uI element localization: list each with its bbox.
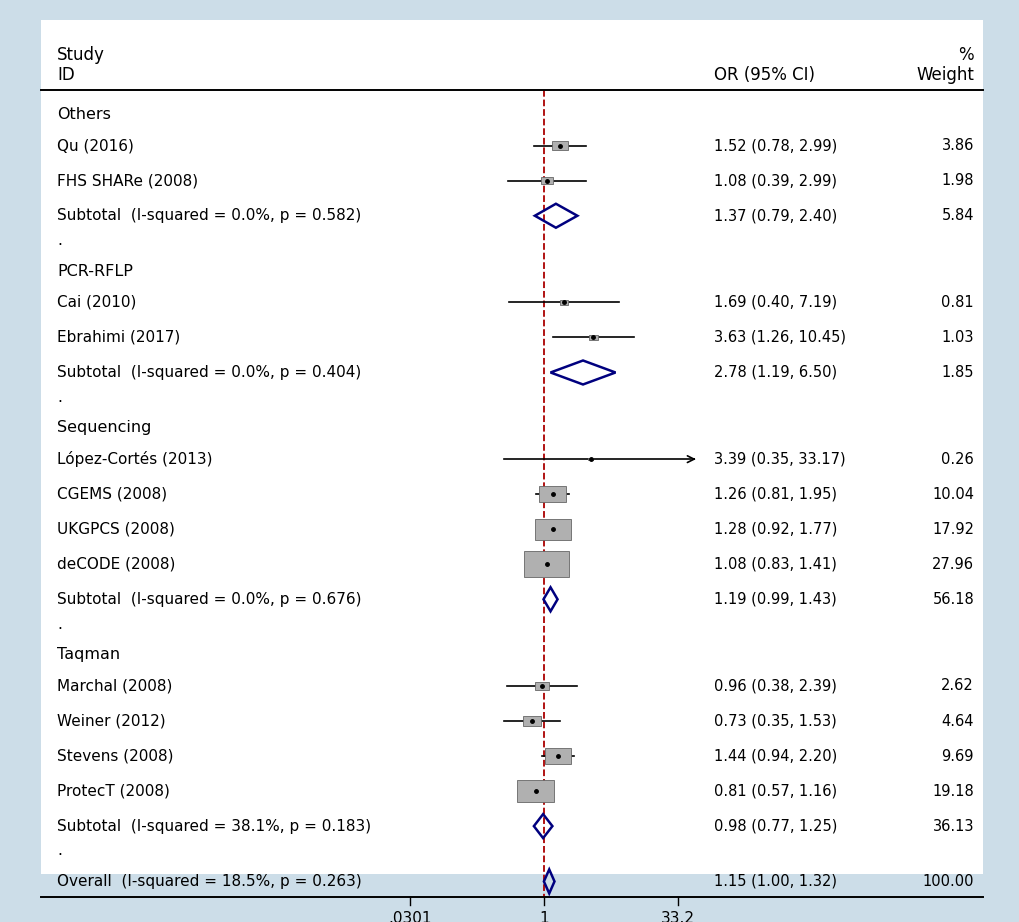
Text: .: .	[57, 390, 62, 405]
Text: 2.62: 2.62	[941, 679, 973, 693]
Text: 100.00: 100.00	[922, 874, 973, 889]
Text: OR (95% CI): OR (95% CI)	[713, 66, 814, 85]
Bar	[588, 335, 597, 340]
Text: Sequencing: Sequencing	[57, 420, 152, 435]
Text: 36.13: 36.13	[931, 819, 973, 833]
Text: 1.19 (0.99, 1.43): 1.19 (0.99, 1.43)	[713, 592, 836, 607]
Text: 1.15 (1.00, 1.32): 1.15 (1.00, 1.32)	[713, 874, 837, 889]
Bar	[544, 749, 571, 763]
Text: Stevens (2008): Stevens (2008)	[57, 749, 173, 763]
Text: 0.96 (0.38, 2.39): 0.96 (0.38, 2.39)	[713, 679, 836, 693]
Text: ID: ID	[57, 66, 74, 85]
Text: Taqman: Taqman	[57, 647, 120, 662]
Text: Others: Others	[57, 107, 111, 122]
Bar	[517, 780, 554, 802]
Bar	[559, 301, 568, 304]
Text: ProtecT (2008): ProtecT (2008)	[57, 784, 170, 798]
Text: 1.08 (0.83, 1.41): 1.08 (0.83, 1.41)	[713, 557, 836, 572]
Text: 1.03: 1.03	[941, 330, 973, 345]
Text: .: .	[57, 844, 62, 858]
Text: Marchal (2008): Marchal (2008)	[57, 679, 172, 693]
Text: Subtotal  (I-squared = 38.1%, p = 0.183): Subtotal (I-squared = 38.1%, p = 0.183)	[57, 819, 371, 833]
Text: deCODE (2008): deCODE (2008)	[57, 557, 175, 572]
Text: 5.84: 5.84	[941, 208, 973, 223]
Text: López-Cortés (2013): López-Cortés (2013)	[57, 451, 212, 467]
Text: UKGPCS (2008): UKGPCS (2008)	[57, 522, 175, 537]
Text: 1.44 (0.94, 2.20): 1.44 (0.94, 2.20)	[713, 749, 837, 763]
Text: .: .	[57, 617, 62, 632]
Text: 9.69: 9.69	[941, 749, 973, 763]
Text: .0301: .0301	[387, 911, 431, 922]
Text: 1.37 (0.79, 2.40): 1.37 (0.79, 2.40)	[713, 208, 837, 223]
Text: 0.73 (0.35, 1.53): 0.73 (0.35, 1.53)	[713, 714, 836, 728]
Text: 0.81 (0.57, 1.16): 0.81 (0.57, 1.16)	[713, 784, 837, 798]
Text: Overall  (I-squared = 18.5%, p = 0.263): Overall (I-squared = 18.5%, p = 0.263)	[57, 874, 362, 889]
Text: Study: Study	[57, 46, 105, 65]
Text: 2.78 (1.19, 6.50): 2.78 (1.19, 6.50)	[713, 365, 837, 380]
Text: 3.86: 3.86	[941, 138, 973, 153]
Text: 3.39 (0.35, 33.17): 3.39 (0.35, 33.17)	[713, 452, 845, 467]
Text: 17.92: 17.92	[931, 522, 973, 537]
Text: Qu (2016): Qu (2016)	[57, 138, 133, 153]
Bar	[524, 551, 569, 577]
Text: 10.04: 10.04	[931, 487, 973, 502]
Text: Cai (2010): Cai (2010)	[57, 295, 137, 310]
Text: 1.26 (0.81, 1.95): 1.26 (0.81, 1.95)	[713, 487, 837, 502]
Bar	[535, 519, 571, 539]
Bar	[535, 682, 548, 690]
Text: Subtotal  (I-squared = 0.0%, p = 0.582): Subtotal (I-squared = 0.0%, p = 0.582)	[57, 208, 361, 223]
Bar	[522, 715, 540, 727]
Text: 19.18: 19.18	[931, 784, 973, 798]
Text: 1.52 (0.78, 2.99): 1.52 (0.78, 2.99)	[713, 138, 837, 153]
Text: Subtotal  (I-squared = 0.0%, p = 0.404): Subtotal (I-squared = 0.0%, p = 0.404)	[57, 365, 361, 380]
Text: 1.28 (0.92, 1.77): 1.28 (0.92, 1.77)	[713, 522, 837, 537]
Text: 33.2: 33.2	[660, 911, 694, 922]
Text: CGEMS (2008): CGEMS (2008)	[57, 487, 167, 502]
Text: .: .	[57, 233, 62, 248]
Text: 0.98 (0.77, 1.25): 0.98 (0.77, 1.25)	[713, 819, 837, 833]
Text: 1.08 (0.39, 2.99): 1.08 (0.39, 2.99)	[713, 173, 837, 188]
Text: 27.96: 27.96	[931, 557, 973, 572]
Bar	[588, 458, 592, 460]
Bar	[540, 177, 552, 184]
Text: Subtotal  (I-squared = 0.0%, p = 0.676): Subtotal (I-squared = 0.0%, p = 0.676)	[57, 592, 362, 607]
Text: 1: 1	[538, 911, 548, 922]
Bar	[539, 487, 566, 502]
Text: 1.69 (0.40, 7.19): 1.69 (0.40, 7.19)	[713, 295, 837, 310]
Text: Ebrahimi (2017): Ebrahimi (2017)	[57, 330, 180, 345]
Bar	[551, 141, 568, 150]
Text: %: %	[958, 46, 973, 65]
Text: PCR-RFLP: PCR-RFLP	[57, 264, 132, 278]
Text: Weight: Weight	[915, 66, 973, 85]
Text: 0.81: 0.81	[941, 295, 973, 310]
Text: 3.63 (1.26, 10.45): 3.63 (1.26, 10.45)	[713, 330, 845, 345]
Text: 1.98: 1.98	[941, 173, 973, 188]
Text: 4.64: 4.64	[941, 714, 973, 728]
Text: 56.18: 56.18	[931, 592, 973, 607]
Text: FHS SHARe (2008): FHS SHARe (2008)	[57, 173, 198, 188]
Text: Weiner (2012): Weiner (2012)	[57, 714, 165, 728]
Text: 1.85: 1.85	[941, 365, 973, 380]
Text: 0.26: 0.26	[941, 452, 973, 467]
